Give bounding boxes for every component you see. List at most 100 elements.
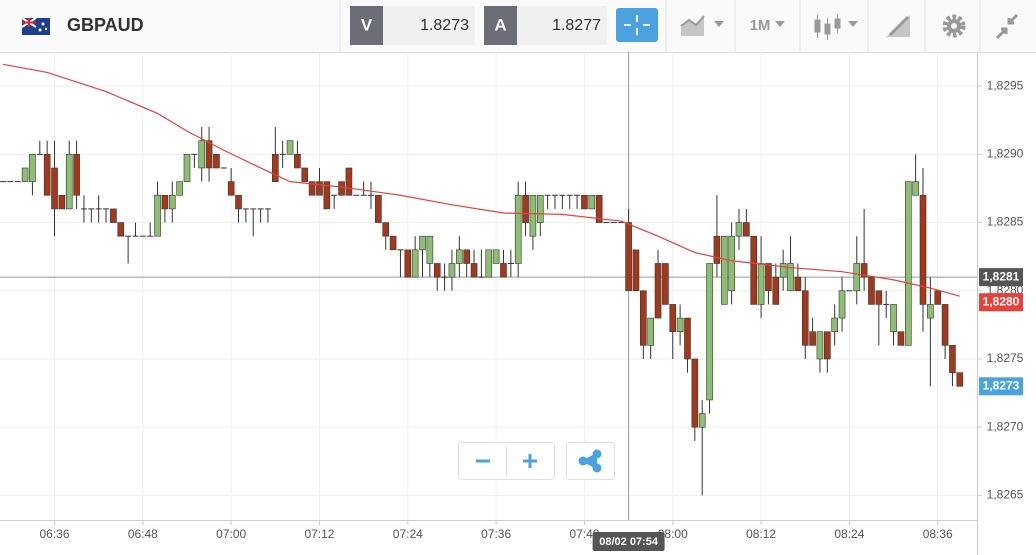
candle-body	[522, 194, 529, 223]
x-tick-label: 06:48	[128, 527, 158, 541]
candle-body	[647, 317, 654, 346]
candle-body	[507, 262, 514, 264]
candle-body	[728, 235, 735, 292]
candle-body	[698, 413, 706, 428]
candle-body	[125, 235, 132, 237]
share-button[interactable]	[578, 449, 602, 473]
candle-body	[389, 235, 397, 251]
candle-body	[168, 194, 176, 210]
moving-average	[2, 63, 960, 297]
candle-body	[51, 167, 58, 210]
crosshair-button[interactable]	[616, 8, 658, 42]
candle-body	[58, 194, 66, 210]
candle-body	[750, 235, 758, 305]
candle-body	[765, 263, 772, 292]
candle-body	[801, 290, 809, 346]
last-price: 1,8273	[983, 378, 1020, 392]
candle-body	[448, 263, 456, 278]
candle-body	[7, 181, 14, 183]
candle-body	[286, 140, 294, 155]
candle-body	[492, 249, 500, 264]
x-tick-label: 08:12	[746, 527, 776, 541]
candle-body	[264, 208, 271, 210]
candle-body	[250, 208, 257, 210]
bid-button[interactable]	[350, 6, 383, 45]
settings-button[interactable]	[942, 14, 966, 38]
candle-body	[29, 154, 36, 182]
candle-body	[316, 181, 323, 196]
candle-body	[21, 167, 29, 182]
symbol: GBPAUD	[67, 15, 144, 35]
y-tick-label: 1,8290	[987, 147, 1024, 161]
candle-body	[382, 222, 390, 237]
candle-body	[353, 194, 360, 196]
candle-body	[883, 303, 890, 305]
candle-body	[581, 194, 588, 210]
candle-body	[205, 140, 213, 169]
candle-body	[95, 208, 102, 210]
x-tick-label: 07:12	[304, 527, 334, 541]
candle-body	[890, 304, 897, 333]
candle-body	[426, 235, 434, 264]
candle-body	[927, 304, 934, 319]
candle-body	[110, 208, 117, 223]
candle-body	[941, 304, 949, 346]
candle-body	[610, 222, 617, 224]
ask-button[interactable]	[484, 6, 517, 45]
candle-body	[485, 249, 493, 278]
collapse-button[interactable]	[995, 13, 1019, 40]
candle-body	[301, 167, 309, 182]
candle-type-button[interactable]	[814, 14, 858, 40]
candle-body	[132, 235, 139, 237]
candle-body	[559, 194, 566, 196]
zoom-controls	[458, 442, 615, 480]
ask-label: A	[494, 15, 506, 34]
candle-body	[588, 194, 596, 210]
candle-body	[235, 194, 242, 210]
chart-type-button[interactable]	[680, 15, 724, 36]
candle-body	[691, 358, 699, 428]
candle-body	[433, 263, 441, 278]
candle-body	[735, 222, 743, 237]
candle-body	[220, 167, 227, 169]
candle-body	[117, 222, 125, 237]
x-tick-label: 08:24	[834, 527, 864, 541]
candle-body	[323, 181, 331, 210]
candle-body	[919, 194, 927, 305]
candle-body	[257, 208, 264, 210]
candle-body	[720, 235, 728, 305]
ma-price-box	[979, 293, 1023, 312]
candle-body	[875, 290, 883, 305]
bid-price: 1.8273	[420, 17, 469, 34]
candle-body	[139, 235, 146, 237]
candle-body	[860, 263, 868, 278]
candle-body	[544, 194, 551, 196]
candle-body	[154, 194, 161, 237]
candle-body	[838, 290, 846, 319]
candle-body	[338, 181, 345, 196]
candle-body	[669, 304, 677, 333]
candle-body	[198, 140, 206, 169]
candle-body	[404, 249, 412, 278]
candle-body	[949, 345, 956, 373]
candle-body	[456, 249, 463, 264]
candle-body	[213, 154, 220, 169]
candle-body	[809, 331, 816, 346]
candle-body	[441, 276, 448, 278]
candle-body	[757, 263, 765, 305]
y-tick-label: 1,8275	[987, 351, 1024, 365]
candle-body	[227, 181, 235, 196]
crosshair-price: 1,8281	[983, 269, 1020, 283]
timeframe-button[interactable]: 1M	[750, 17, 785, 34]
candle-body	[794, 276, 802, 292]
x-tick-label: 08:00	[658, 527, 688, 541]
zoom-in-button[interactable]	[523, 454, 537, 468]
candle-body	[368, 194, 374, 196]
y-tick-label: 1,8295	[987, 78, 1024, 92]
draw-button[interactable]	[886, 15, 910, 37]
candle-body	[14, 181, 21, 183]
candle-body	[272, 154, 279, 182]
y-tick-label: 1,8265	[987, 488, 1024, 502]
bid-label: V	[361, 15, 373, 34]
candle-body	[831, 317, 838, 333]
